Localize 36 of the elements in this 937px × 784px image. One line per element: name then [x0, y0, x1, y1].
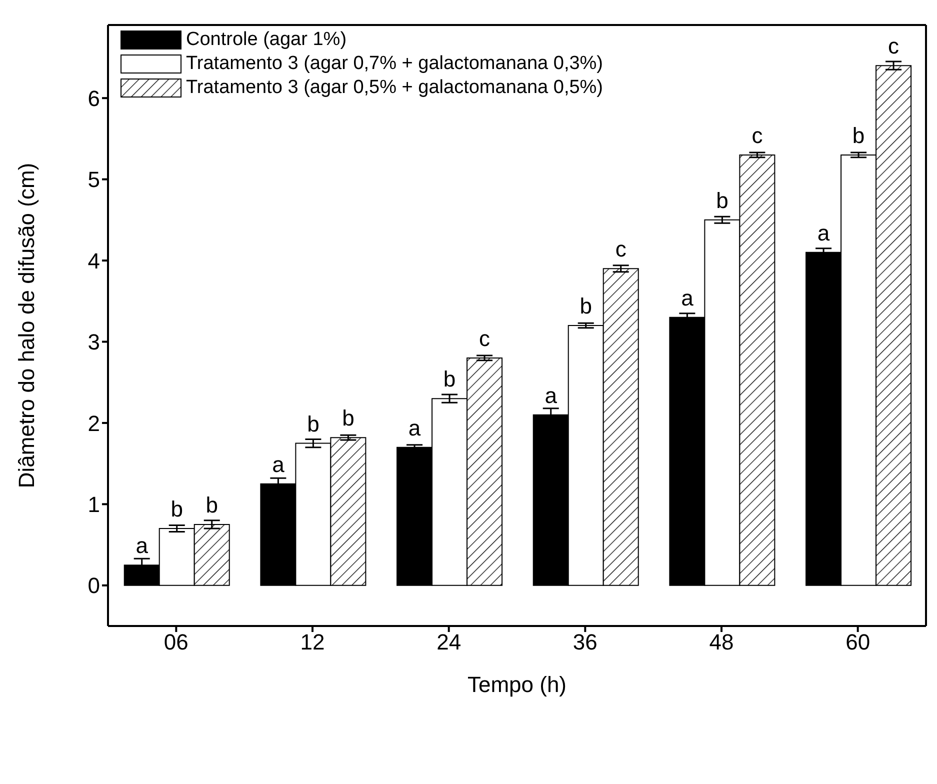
data-label: c — [752, 122, 763, 148]
legend-label: Controle (agar 1%) — [186, 28, 347, 52]
x-tick-label: 48 — [709, 630, 734, 655]
y-tick-label: 5 — [88, 167, 100, 192]
y-tick-label: 0 — [88, 573, 100, 598]
data-label: a — [136, 533, 149, 558]
data-label: b — [342, 406, 354, 431]
data-label: a — [544, 382, 558, 408]
data-label: a — [681, 285, 694, 310]
x-axis-title: Tempo (h) — [467, 672, 567, 697]
data-label: b — [307, 411, 320, 436]
data-label: c — [615, 236, 626, 262]
data-label: b — [170, 496, 183, 522]
data-label: c — [888, 34, 900, 59]
x-tick-label: 24 — [436, 630, 462, 655]
y-tick-label: 6 — [88, 86, 100, 111]
y-tick-label: 1 — [88, 492, 100, 517]
data-label: a — [272, 452, 286, 477]
y-tick-label: 4 — [88, 248, 100, 274]
x-tick-label: 60 — [846, 630, 870, 655]
data-label: b — [716, 188, 728, 213]
y-tick-label: 2 — [88, 410, 100, 436]
data-label: a — [408, 415, 422, 440]
data-label: b — [580, 294, 592, 318]
legend-label: Tratamento 3 (agar 0,7% + galactomanana 0,3%) — [186, 52, 604, 76]
x-tick-label: 12 — [300, 630, 325, 655]
data-label: c — [479, 326, 490, 351]
x-tick-label: 06 — [164, 630, 188, 655]
legend-label: Tratamento 3 (agar 0,5% + galactomanana 0,5%) — [186, 76, 604, 100]
y-axis-title: Diâmetro do halo de difusão (cm) — [14, 162, 39, 488]
x-tick-label: 36 — [572, 630, 598, 655]
data-label: b — [852, 122, 865, 148]
data-label: b — [206, 492, 218, 518]
data-label: a — [817, 220, 830, 246]
data-label: b — [443, 366, 456, 392]
y-tick-label: 3 — [88, 330, 100, 355]
